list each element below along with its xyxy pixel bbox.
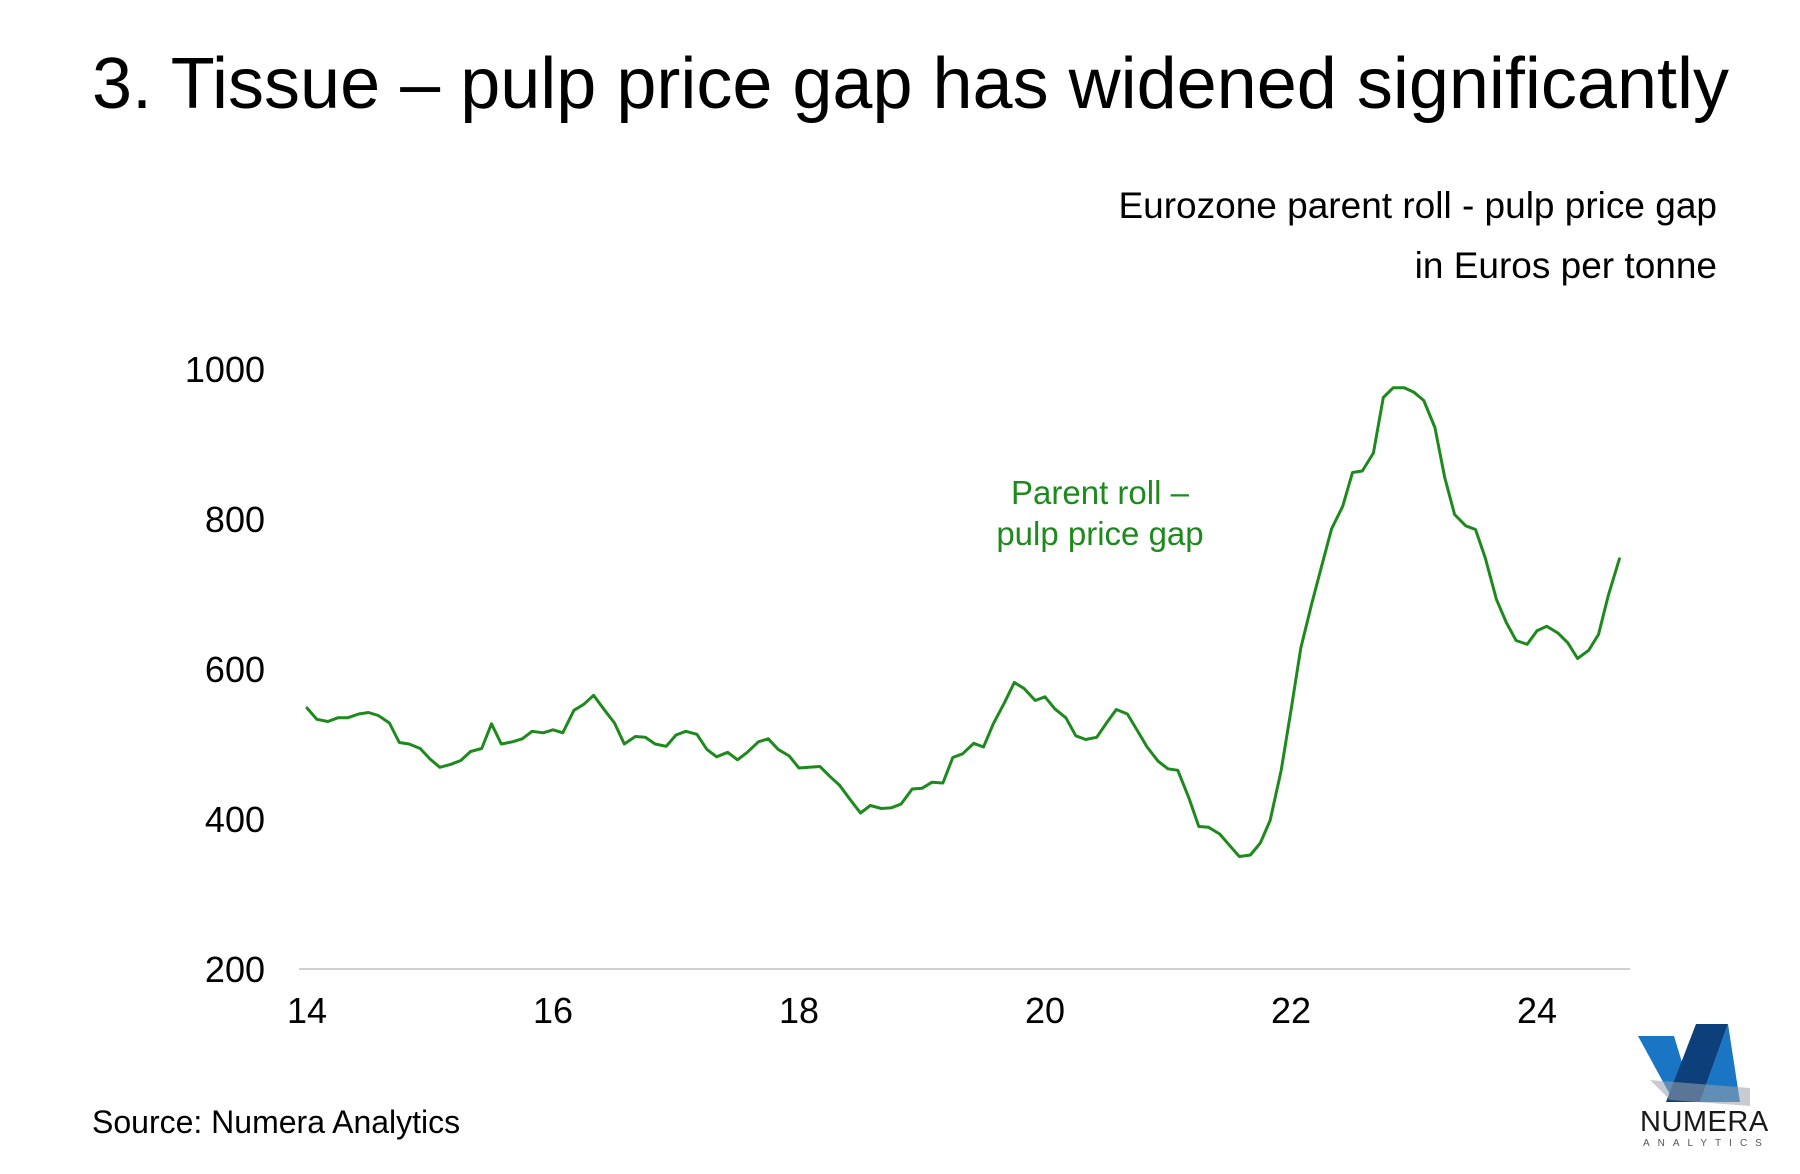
x-tick-label: 20 — [1025, 990, 1065, 1031]
y-tick-label: 600 — [205, 649, 265, 690]
chart-subtitle-line2: in Euros per tonne — [1414, 245, 1717, 286]
series-annotation-line1: Parent roll – — [1011, 474, 1190, 511]
y-tick-label: 200 — [205, 949, 265, 990]
x-tick-label: 16 — [533, 990, 573, 1031]
page-title: 3. Tissue – pulp price gap has widened s… — [92, 44, 1729, 124]
logo-tagline: ANALYTICS — [1643, 1138, 1770, 1149]
x-axis-ticks: 14 16 18 20 22 24 — [287, 990, 1557, 1031]
source-note: Source: Numera Analytics — [92, 1104, 461, 1140]
x-tick-label: 22 — [1271, 990, 1311, 1031]
y-tick-label: 800 — [205, 499, 265, 540]
y-tick-label: 400 — [205, 799, 265, 840]
y-tick-label: 1000 — [185, 349, 265, 390]
chart-subtitle-line1: Eurozone parent roll - pulp price gap — [1118, 185, 1717, 226]
series-line-parent-roll-pulp-gap — [305, 386, 1621, 858]
x-tick-label: 18 — [779, 990, 819, 1031]
x-tick-label: 24 — [1517, 990, 1557, 1031]
y-axis-ticks: 200 400 600 800 1000 — [185, 349, 265, 990]
logo-wordmark: NUMERA — [1640, 1106, 1769, 1138]
numera-logo-icon — [1638, 1024, 1750, 1106]
x-tick-label: 14 — [287, 990, 327, 1031]
series-annotation-line2: pulp price gap — [996, 515, 1203, 552]
